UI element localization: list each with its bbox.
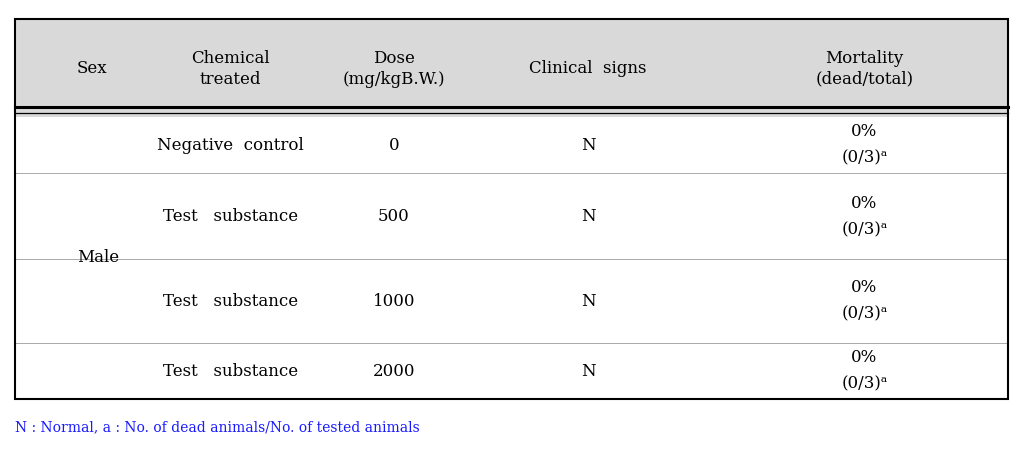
Text: 0: 0 — [389, 137, 399, 154]
Text: (0/3)ᵃ: (0/3)ᵃ — [841, 375, 888, 392]
Text: Mortality
(dead/total): Mortality (dead/total) — [815, 50, 914, 87]
Text: N: N — [581, 137, 595, 154]
Text: Dose
(mg/kgB.W.): Dose (mg/kgB.W.) — [343, 50, 445, 87]
Text: (0/3)ᵃ: (0/3)ᵃ — [841, 305, 888, 322]
Text: Negative  control: Negative control — [157, 137, 304, 154]
Text: Male: Male — [77, 249, 119, 266]
Text: N : Normal, a : No. of dead animals/No. of tested animals: N : Normal, a : No. of dead animals/No. … — [15, 419, 420, 433]
Text: N: N — [581, 292, 595, 309]
Text: Sex: Sex — [77, 60, 107, 77]
Bar — [15, 117, 1008, 399]
Text: 0%: 0% — [851, 123, 878, 140]
Bar — [15, 20, 1008, 399]
Text: (0/3)ᵃ: (0/3)ᵃ — [841, 149, 888, 166]
Text: Test   substance: Test substance — [163, 362, 298, 379]
Text: N: N — [581, 362, 595, 379]
Text: Chemical
treated: Chemical treated — [191, 50, 269, 87]
Text: 0%: 0% — [851, 349, 878, 366]
Text: 1000: 1000 — [372, 292, 415, 309]
Text: Test   substance: Test substance — [163, 208, 298, 225]
Text: Test   substance: Test substance — [163, 292, 298, 309]
Text: Clinical  signs: Clinical signs — [530, 60, 647, 77]
Text: 2000: 2000 — [372, 362, 415, 379]
Bar — [15, 20, 1008, 117]
Text: 0%: 0% — [851, 279, 878, 296]
Text: 500: 500 — [377, 208, 410, 225]
Text: (0/3)ᵃ: (0/3)ᵃ — [841, 221, 888, 238]
Text: 0%: 0% — [851, 194, 878, 212]
Text: N: N — [581, 208, 595, 225]
